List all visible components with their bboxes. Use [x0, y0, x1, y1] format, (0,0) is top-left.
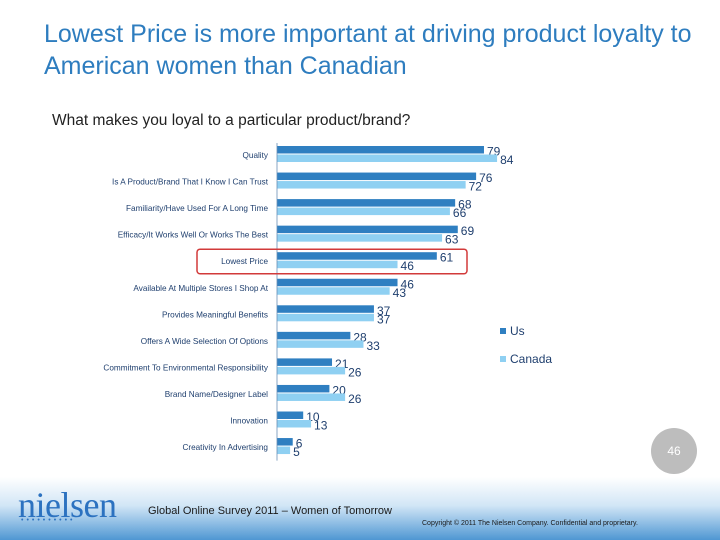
category-label: Provides Meaningful Benefits: [162, 310, 268, 319]
canada-value-label: 84: [500, 153, 514, 167]
canada-value-label: 46: [401, 259, 415, 273]
category-label: Commitment To Environmental Responsibili…: [103, 363, 268, 372]
us-bar: [277, 278, 398, 287]
us-value-label: 76: [479, 171, 493, 185]
canada-value-label: 63: [445, 233, 459, 247]
canada-value-label: 26: [348, 365, 362, 379]
category-label: Brand Name/Designer Label: [165, 390, 268, 399]
legend-canada-label: Canada: [510, 352, 552, 366]
us-bar: [277, 411, 304, 419]
canada-value-label: 37: [377, 312, 391, 326]
us-value-label: 61: [440, 251, 454, 265]
canada-value-label: 43: [393, 286, 407, 300]
us-bar: [277, 358, 333, 366]
us-value-label: 6: [296, 437, 303, 451]
canada-value-label: 5: [293, 445, 300, 459]
us-value-label: 68: [458, 198, 472, 212]
canada-bar: [277, 420, 312, 428]
us-value-label: 69: [461, 224, 475, 238]
us-bar: [277, 172, 477, 181]
canada-bar: [277, 181, 466, 189]
category-label: Available At Multiple Stores I Shop At: [133, 284, 268, 293]
us-bar: [277, 146, 484, 154]
category-label: Is A Product/Brand That I Know I Can Tru…: [112, 178, 269, 187]
canada-value-label: 66: [453, 206, 467, 220]
canada-bar: [277, 287, 390, 295]
us-value-label: 46: [401, 277, 415, 291]
canada-value-label: 72: [469, 180, 483, 194]
category-label: Quality: [243, 151, 269, 160]
legend-us-label: Us: [510, 324, 525, 338]
canada-value-label: 33: [366, 339, 380, 353]
canada-bar: [277, 154, 498, 162]
canada-value-label: 13: [314, 419, 328, 433]
canada-bar: [277, 207, 450, 216]
page-number-badge: 46: [651, 428, 697, 474]
chart-subtitle: What makes you loyal to a particular pro…: [52, 112, 411, 129]
category-label: Creativity In Advertising: [182, 443, 268, 452]
slide-title: Lowest Price is more important at drivin…: [44, 20, 692, 80]
us-bar: [277, 199, 456, 207]
us-bar: [277, 384, 330, 393]
category-label: Offers A Wide Selection Of Options: [141, 337, 268, 346]
canada-value-label: 26: [348, 392, 362, 406]
footer-survey-text: Global Online Survey 2011 – Women of Tom…: [148, 505, 392, 517]
category-label: Innovation: [230, 417, 268, 426]
legend-us-swatch: [500, 328, 506, 334]
canada-bar: [277, 313, 374, 322]
nielsen-logo-dots: ••••••••••: [21, 517, 76, 524]
footer-copyright: Copyright © 2011 The Nielsen Company. Co…: [422, 520, 638, 527]
canada-bar: [277, 393, 346, 401]
us-bar: [277, 225, 458, 234]
category-label: Efficacy/It Works Well Or Works The Best: [118, 231, 269, 240]
nielsen-logo: nielsen: [18, 485, 117, 525]
us-bar: [277, 331, 351, 340]
canada-bar: [277, 340, 364, 348]
legend-canada-swatch: [500, 356, 506, 362]
us-bar: [277, 252, 437, 260]
us-bar: [277, 305, 374, 313]
category-label: Familiarity/Have Used For A Long Time: [126, 204, 268, 213]
footer-gradient-band: [0, 477, 720, 540]
us-bar: [277, 438, 293, 446]
category-label: Lowest Price: [221, 257, 268, 266]
us-value-label: 37: [377, 304, 391, 318]
canada-bar: [277, 366, 346, 375]
canada-bar: [277, 260, 398, 269]
canada-bar: [277, 234, 443, 242]
highlight-box: [196, 248, 468, 275]
canada-bar: [277, 446, 291, 455]
